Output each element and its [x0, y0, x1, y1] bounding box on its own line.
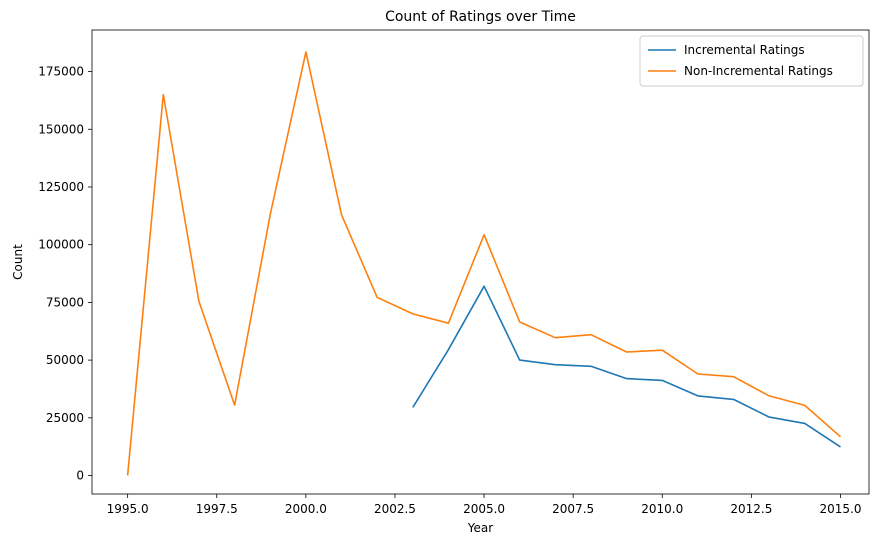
- legend-label: Incremental Ratings: [684, 43, 805, 57]
- x-tick-label: 1995.0: [107, 502, 149, 516]
- y-tick-label: 50000: [46, 353, 84, 367]
- plot-frame: [91, 29, 870, 495]
- y-tick-label: 125000: [38, 180, 84, 194]
- series-layer: [126, 51, 842, 476]
- y-tick-label: 25000: [46, 411, 84, 425]
- y-tick-label: 75000: [46, 295, 84, 309]
- y-tick-label: 0: [76, 469, 84, 483]
- x-tick-label: 2007.5: [552, 502, 594, 516]
- x-tick-label: 1997.5: [196, 502, 238, 516]
- y-tick-label: 150000: [38, 122, 84, 136]
- x-tick-label: 2012.5: [730, 502, 772, 516]
- series-line-1: [412, 285, 841, 448]
- y-axis-title: Count: [11, 244, 25, 280]
- x-tick-label: 2010.0: [641, 502, 683, 516]
- y-tick-label: 175000: [38, 65, 84, 79]
- series-line-2: [126, 51, 842, 476]
- legend-box: [639, 35, 864, 87]
- plot-area: [91, 29, 870, 495]
- x-axis: 1995.0 1997.5 2000.0 2002.5 2005.0 2007.5 2010…: [107, 494, 861, 516]
- legend-label: Non-Incremental Ratings: [684, 64, 833, 78]
- legend: Incremental Ratings Non-Incremental Ratin…: [639, 35, 864, 87]
- y-axis: 0 25000 50000 75000 100000 125000 150000 175000: [38, 65, 92, 483]
- x-tick-label: 2015.0: [819, 502, 861, 516]
- x-tick-label: 2005.0: [463, 502, 505, 516]
- x-axis-title: Year: [467, 521, 493, 535]
- chart-title: Count of Ratings over Time: [385, 9, 576, 25]
- x-tick-label: 2000.0: [285, 502, 327, 516]
- y-tick-label: 100000: [38, 238, 84, 252]
- x-tick-label: 2002.5: [374, 502, 416, 516]
